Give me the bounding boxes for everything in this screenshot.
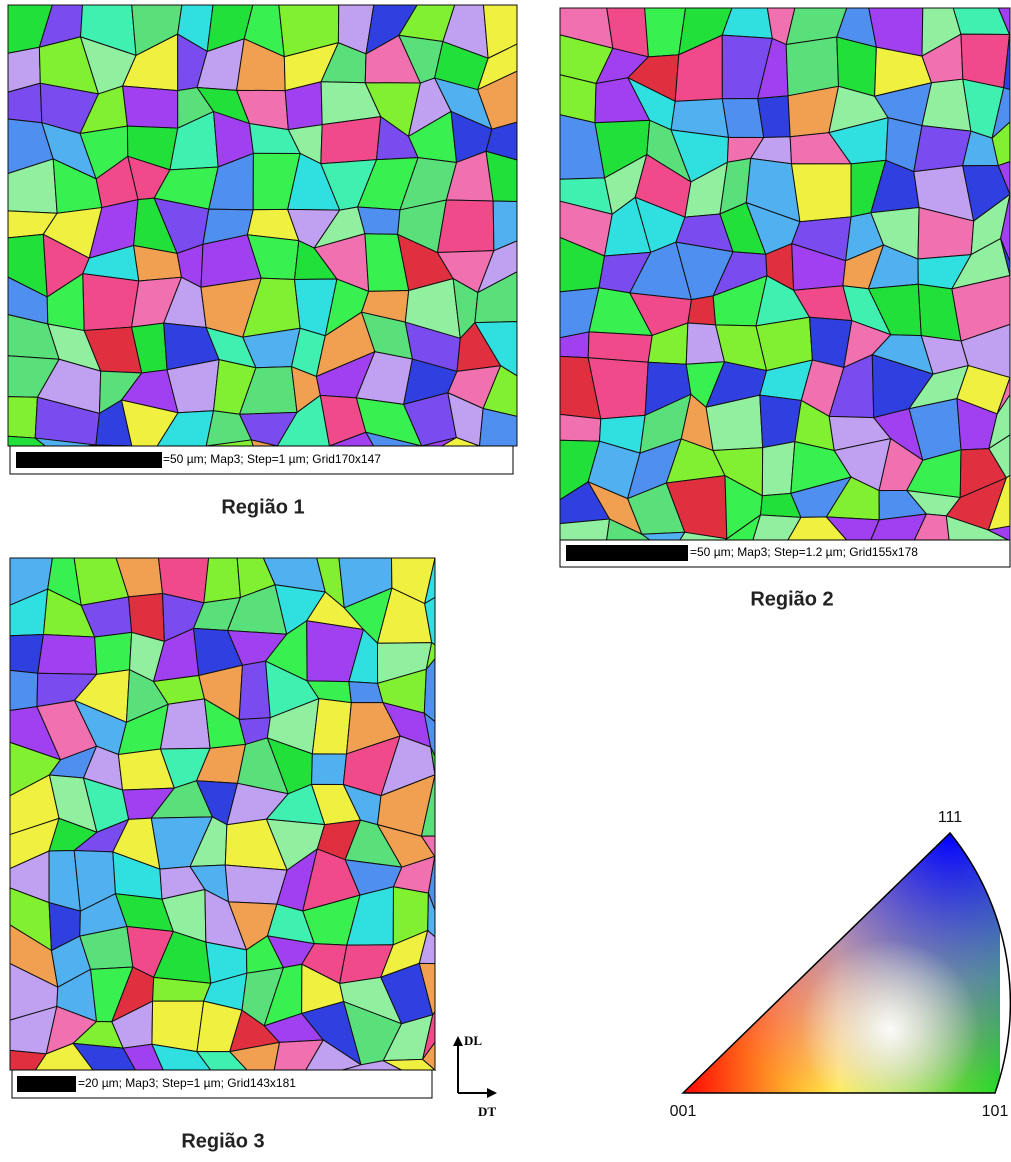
grain [312,754,347,785]
grain [961,34,1010,88]
grain [239,661,270,719]
axis-label: DL [464,1033,482,1048]
grain [123,86,178,128]
grain [161,699,211,749]
grain-map [10,558,435,1070]
region-label: Região 3 [181,1130,264,1152]
grain [225,865,287,904]
grain [688,296,716,325]
grain [10,670,38,710]
scale-label: =50 µm; Map3; Step=1 µm; Grid170x147 [163,452,381,466]
grain [38,635,97,675]
grain [786,37,838,96]
grain [83,274,139,331]
scale-label: =50 µm; Map3; Step=1.2 µm; Grid155x178 [690,545,918,559]
grain [791,164,851,222]
region-label: Região 1 [221,496,304,518]
corner-label: 111 [938,809,962,826]
grain [560,414,601,441]
grain [358,207,400,234]
scale-label: =20 µm; Map3; Step=1 µm; Grid143x181 [78,1076,296,1090]
region-label: Região 2 [750,588,833,610]
grain-map [560,8,1010,540]
grain [762,442,794,496]
grain [437,200,493,253]
grain [722,99,763,138]
grain [642,532,685,540]
grain [588,332,652,362]
grain-map [8,5,517,446]
grain [8,397,37,438]
scale-bar-3: =20 µm; Map3; Step=1 µm; Grid143x181 [12,1070,432,1098]
axis-label: DT [478,1104,496,1119]
scale-bar-2: =50 µm; Map3; Step=1.2 µm; Grid155x178 [560,540,1010,567]
grain [285,82,322,130]
corner-label: 101 [982,1103,1009,1120]
grain [321,117,381,164]
direction-axes: DL DT [453,1033,497,1119]
grain [152,1001,204,1051]
grain [204,558,241,603]
grain [312,699,351,754]
ipf-legend: 001 101 111 [670,809,1011,1120]
figure: =50 µm; Map3; Step=1 µm; Grid170x147 Reg… [0,0,1011,1162]
grain [914,126,971,172]
grain [95,632,132,674]
corner-label: 001 [670,1103,697,1120]
grain [758,96,790,138]
scale-bar-1: =50 µm; Map3; Step=1 µm; Grid170x147 [10,446,513,474]
